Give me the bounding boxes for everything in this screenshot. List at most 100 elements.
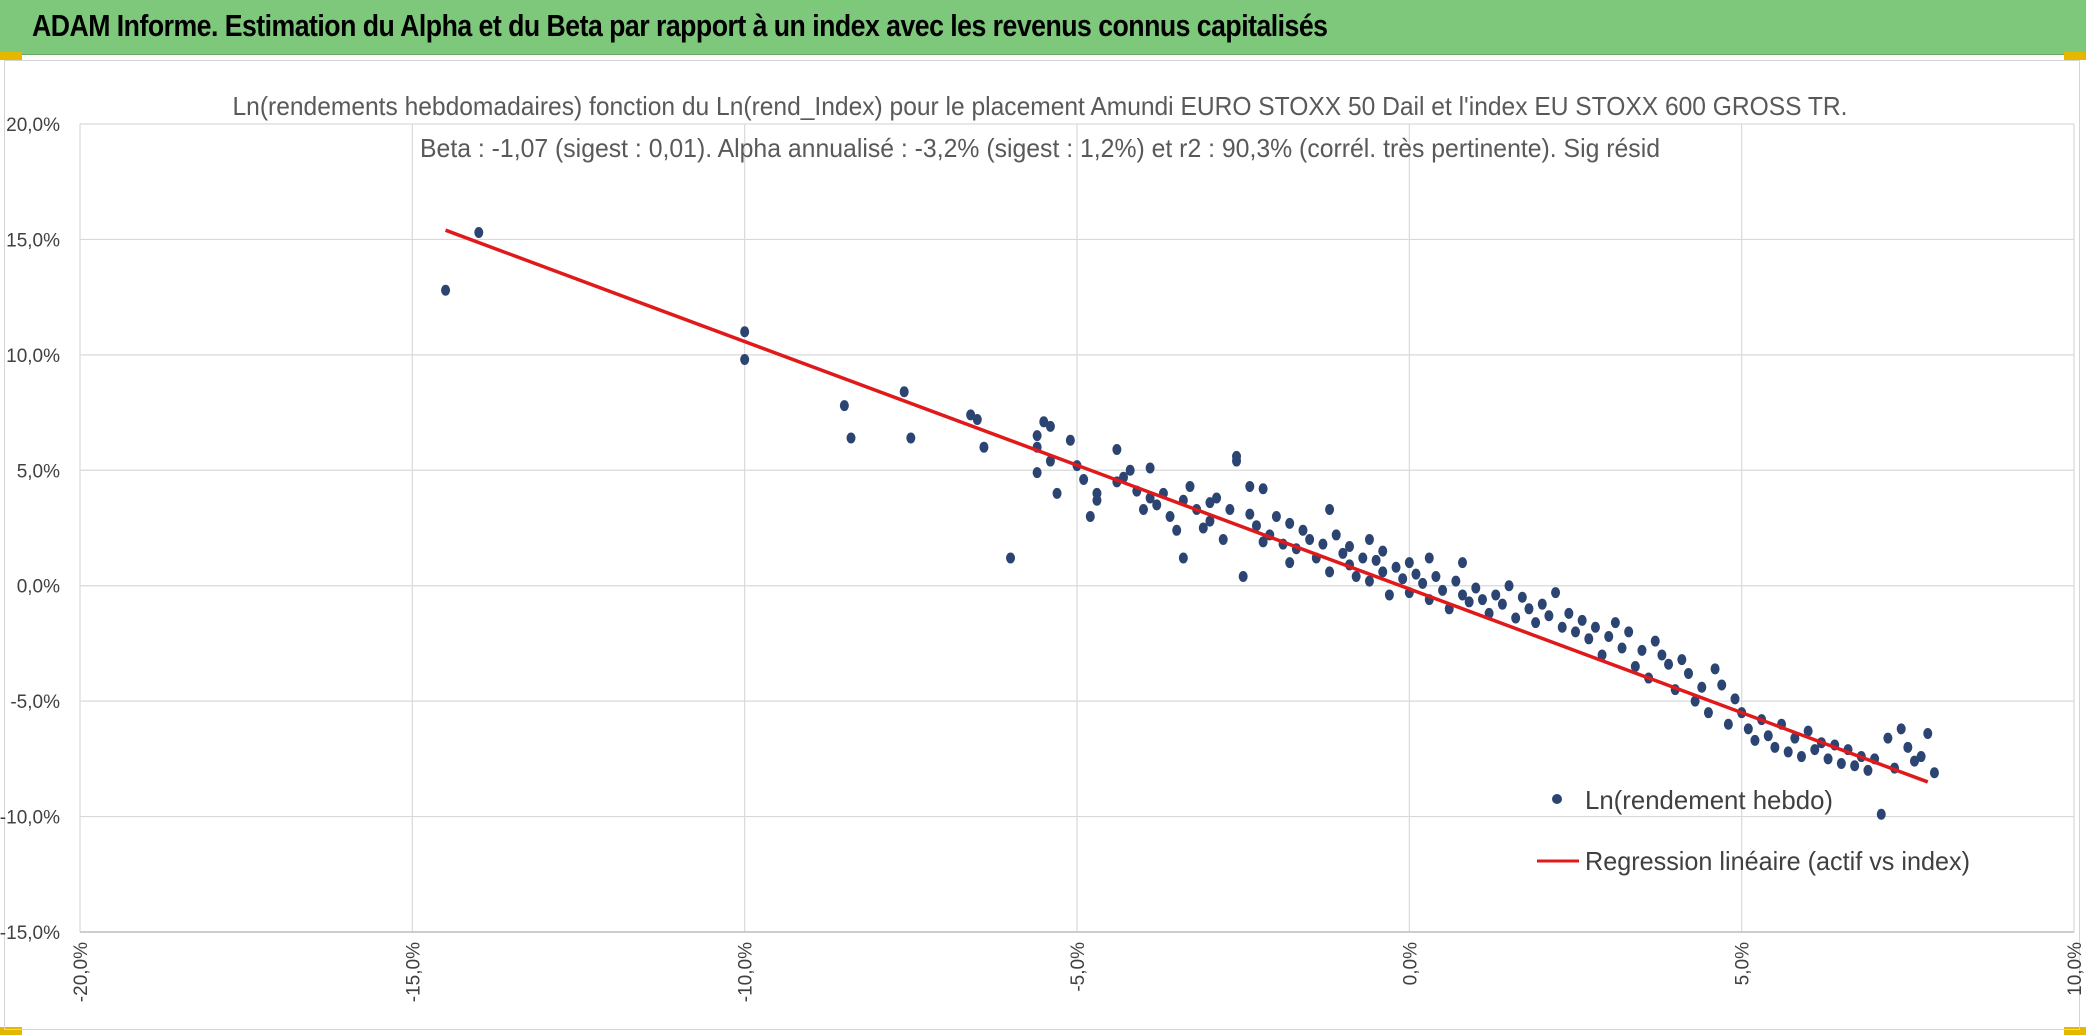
data-point <box>1850 760 1860 772</box>
data-point <box>1045 420 1055 432</box>
data-point <box>474 227 484 239</box>
data-point <box>1112 444 1122 456</box>
y-tick-label: 15,0% <box>6 230 60 251</box>
data-point <box>1743 723 1753 735</box>
data-point <box>1205 497 1215 509</box>
data-point <box>1424 552 1434 564</box>
data-point <box>1584 633 1594 645</box>
data-point <box>1298 524 1308 536</box>
chart-title-line2: Beta : -1,07 (sigest : 0,01). Alpha annu… <box>420 133 1660 163</box>
data-point <box>1836 757 1846 769</box>
data-point <box>1624 626 1634 638</box>
regression-line <box>444 228 1929 784</box>
data-point <box>1557 621 1567 633</box>
x-tick-label: 5,0% <box>1733 942 1754 985</box>
data-point <box>1371 554 1381 566</box>
data-point <box>1325 566 1335 578</box>
data-point <box>1338 547 1348 559</box>
data-point <box>1810 744 1820 756</box>
data-point <box>1238 570 1248 582</box>
data-point <box>1664 658 1674 670</box>
data-point <box>1145 462 1155 474</box>
data-point <box>1929 767 1939 779</box>
data-point <box>1590 621 1600 633</box>
data-point <box>1391 561 1401 573</box>
data-point <box>1896 723 1906 735</box>
data-point <box>1418 577 1428 589</box>
data-point <box>1305 534 1315 546</box>
data-point <box>1438 584 1448 596</box>
data-point <box>1491 589 1501 601</box>
data-point <box>1657 649 1667 661</box>
data-point <box>1138 504 1148 516</box>
data-point <box>1537 598 1547 610</box>
data-point <box>1398 573 1408 585</box>
regression-line-group <box>444 228 1929 784</box>
corner-marker <box>2064 52 2086 60</box>
data-point <box>1205 515 1215 527</box>
data-point <box>740 326 750 338</box>
y-tick-label: 20,0% <box>6 115 60 136</box>
data-point <box>1451 575 1461 587</box>
data-point <box>1065 434 1075 446</box>
data-point <box>1384 589 1394 601</box>
data-point <box>1863 764 1873 776</box>
x-tick-label: 10,0% <box>2065 942 2086 996</box>
data-point <box>1285 517 1295 529</box>
data-point <box>1690 695 1700 707</box>
data-point <box>1152 499 1162 511</box>
data-point <box>1085 510 1095 522</box>
data-point <box>979 441 989 453</box>
x-tick-label: -15,0% <box>403 942 424 1002</box>
data-point <box>1165 510 1175 522</box>
legend-line-label: Regression linéaire (actif vs index) <box>1585 846 1970 876</box>
data-point <box>1345 540 1355 552</box>
data-point <box>1052 487 1062 499</box>
data-point <box>1923 727 1933 739</box>
data-point <box>1790 732 1800 744</box>
data-point <box>441 284 451 296</box>
data-point <box>1750 734 1760 746</box>
data-point <box>1703 707 1713 719</box>
data-point <box>1796 751 1806 763</box>
data-point <box>1883 732 1893 744</box>
data-point <box>1271 510 1281 522</box>
data-point <box>1364 575 1374 587</box>
data-point <box>1245 508 1255 520</box>
corner-marker <box>0 52 22 60</box>
data-point <box>1172 524 1182 536</box>
data-point <box>1145 492 1155 504</box>
data-point <box>1351 570 1361 582</box>
data-point <box>1331 529 1341 541</box>
data-point <box>906 432 916 444</box>
data-point <box>1677 654 1687 666</box>
data-point <box>1006 552 1016 564</box>
data-point <box>1458 589 1468 601</box>
data-point <box>1710 663 1720 675</box>
data-point <box>1697 681 1707 693</box>
data-point <box>1218 534 1228 546</box>
corner-marker <box>2064 1027 2086 1035</box>
data-point <box>1876 808 1886 820</box>
data-point <box>1251 520 1261 532</box>
data-point <box>1477 594 1487 606</box>
data-point <box>1471 582 1481 594</box>
data-point <box>1683 667 1693 679</box>
data-point <box>1597 649 1607 661</box>
data-point <box>1650 635 1660 647</box>
data-point <box>1544 610 1554 622</box>
data-point <box>1431 570 1441 582</box>
data-point <box>972 413 982 425</box>
data-point <box>1378 545 1388 557</box>
data-point <box>1198 522 1208 534</box>
data-point <box>1458 557 1468 569</box>
data-point <box>1803 725 1813 737</box>
data-point <box>1504 580 1514 592</box>
data-point <box>1783 746 1793 758</box>
data-point <box>1232 455 1242 467</box>
y-tick-label: -5,0% <box>10 692 60 713</box>
data-point <box>1039 416 1049 428</box>
data-point <box>1045 455 1055 467</box>
data-point <box>1325 504 1335 516</box>
